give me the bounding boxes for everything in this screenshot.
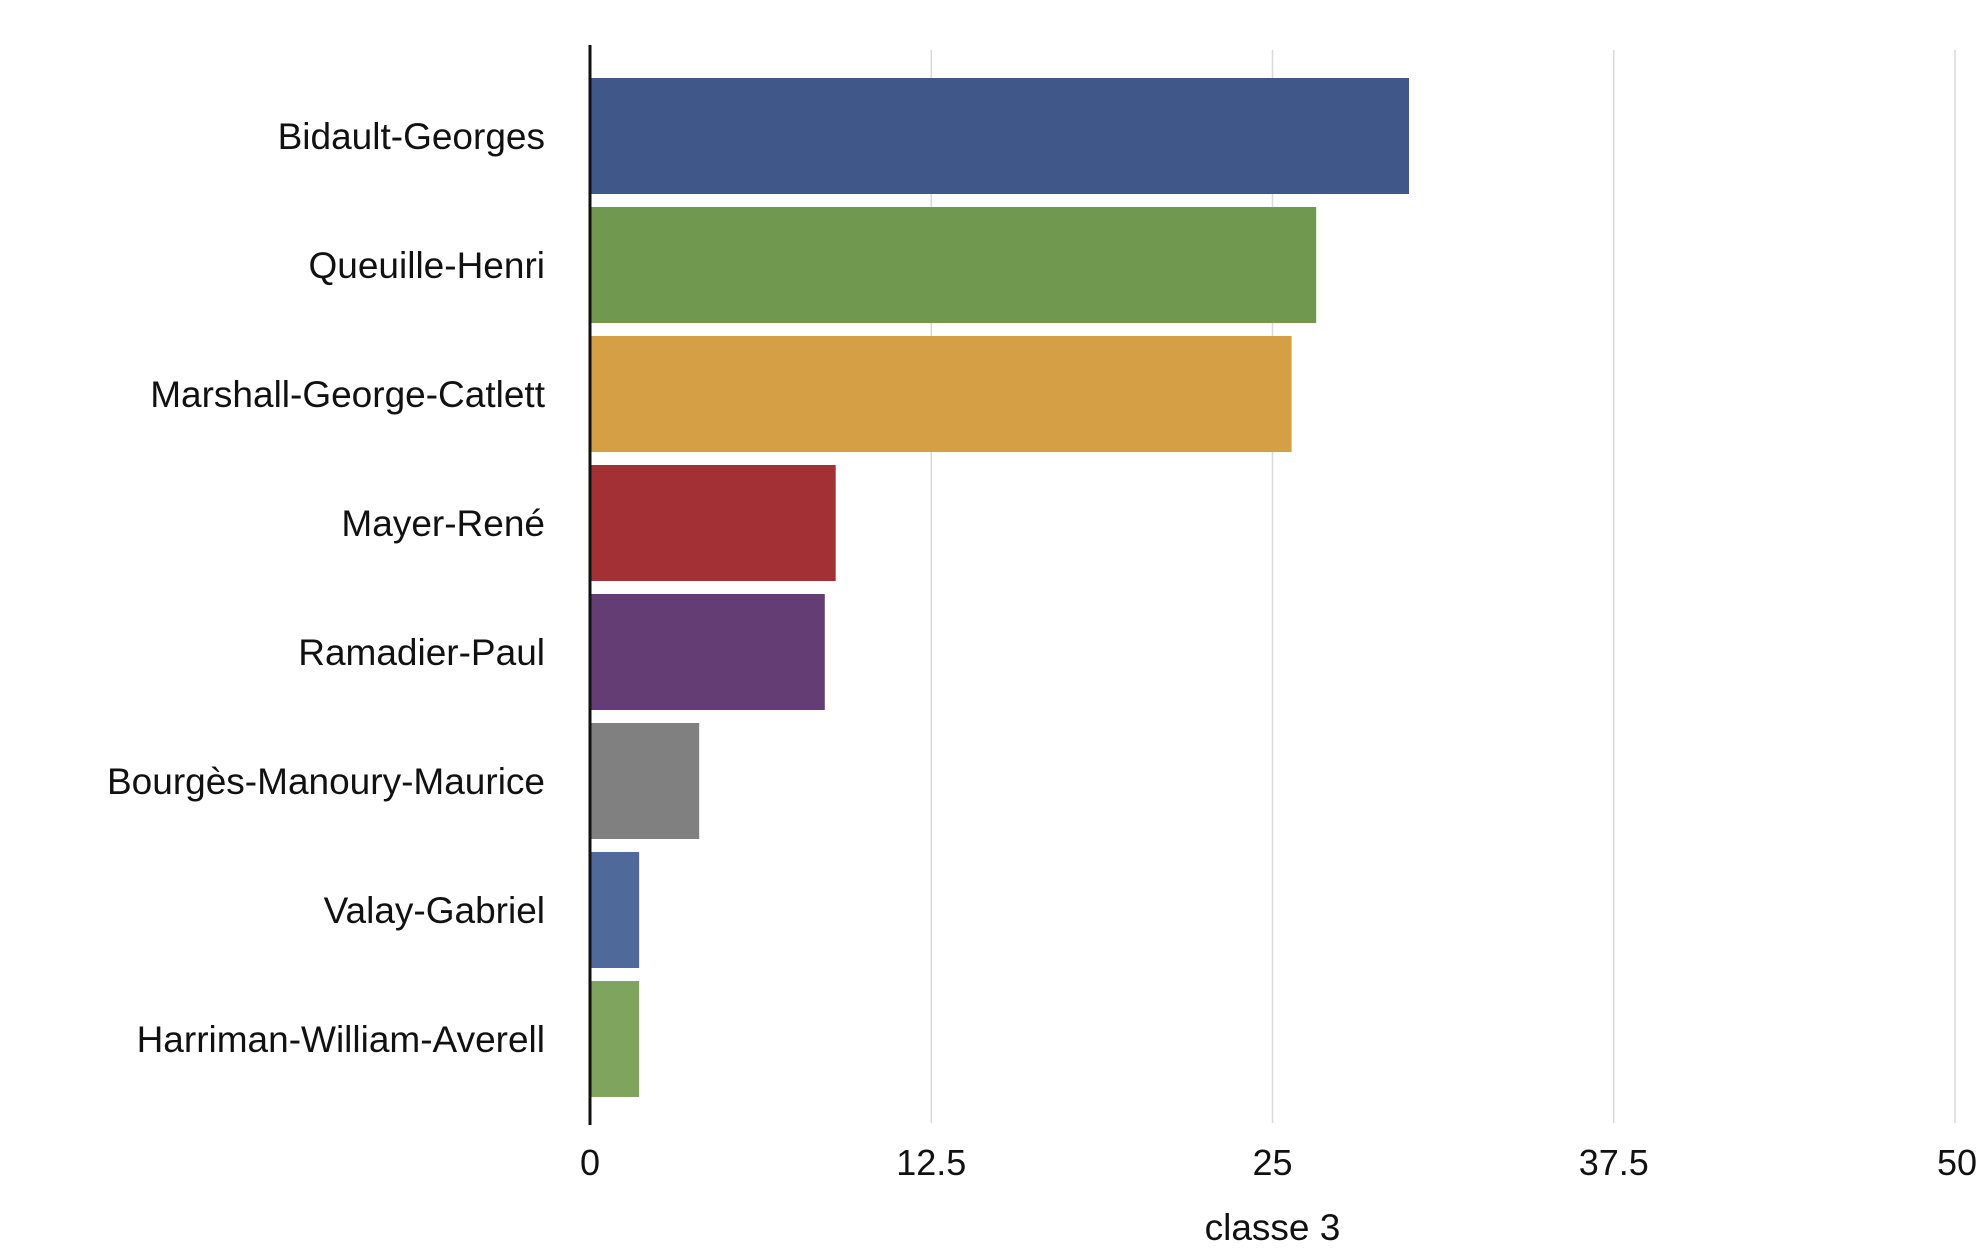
x-axis-title: classe 3 bbox=[1205, 1207, 1341, 1248]
bars bbox=[590, 78, 1409, 1097]
bar bbox=[590, 207, 1317, 323]
x-tick-label: 0 bbox=[580, 1142, 600, 1183]
x-tick-label: 12.5 bbox=[896, 1142, 966, 1183]
x-tick-label: 25 bbox=[1252, 1142, 1292, 1183]
x-axis-ticks: 0 12.5 25 37.5 50 bbox=[580, 1142, 1977, 1183]
category-label: Queuille-Henri bbox=[309, 245, 546, 286]
category-labels: Bidault-Georges Queuille-Henri Marshall-Ge… bbox=[107, 116, 546, 1060]
category-label: Valay-Gabriel bbox=[324, 890, 545, 931]
bar bbox=[590, 852, 640, 968]
bar bbox=[590, 465, 836, 581]
category-label: Bourgès-Manoury-Maurice bbox=[107, 761, 545, 802]
category-label: Ramadier-Paul bbox=[298, 632, 545, 673]
x-tick-label: 37.5 bbox=[1579, 1142, 1649, 1183]
category-label: Mayer-René bbox=[341, 503, 545, 544]
bar bbox=[590, 336, 1292, 452]
x-tick-label: 50 bbox=[1937, 1142, 1977, 1183]
bar bbox=[590, 723, 700, 839]
category-label: Harriman-William-Averell bbox=[137, 1019, 545, 1060]
bar bbox=[590, 78, 1409, 194]
bar bbox=[590, 594, 825, 710]
bar bbox=[590, 981, 640, 1097]
category-label: Bidault-Georges bbox=[278, 116, 545, 157]
category-label: Marshall-George-Catlett bbox=[150, 374, 546, 415]
